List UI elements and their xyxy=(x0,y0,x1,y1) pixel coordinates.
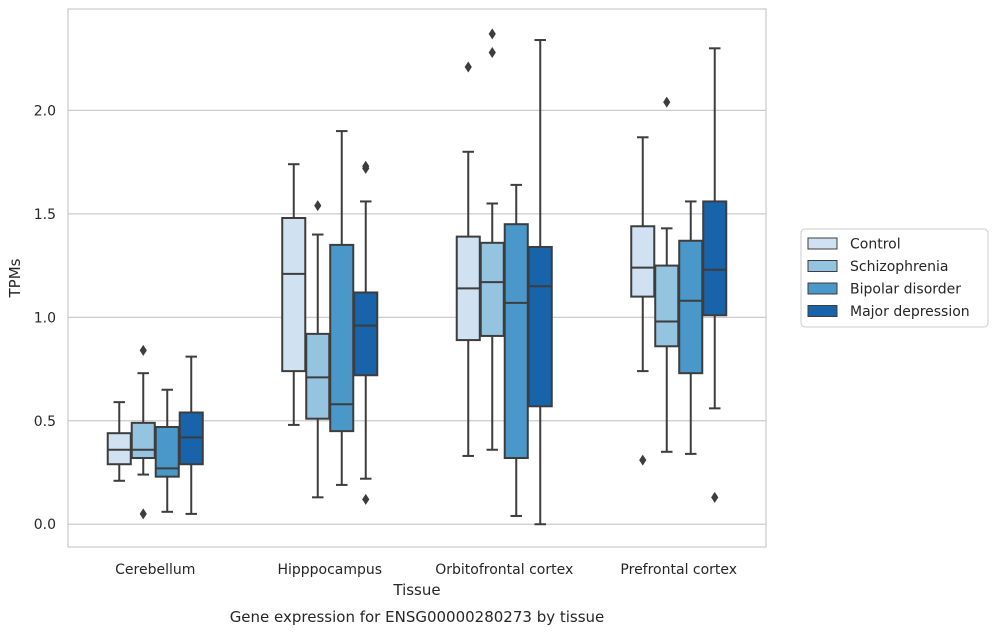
legend-swatch xyxy=(807,237,838,250)
box-body xyxy=(678,239,704,375)
box-control xyxy=(106,401,132,482)
x-axis-label: Tissue xyxy=(392,581,440,599)
y-tick-label: 0.5 xyxy=(34,414,56,430)
box-major-depression xyxy=(353,160,379,505)
y-tick-label: 1.5 xyxy=(34,207,56,223)
x-tick-label: Orbitofrontal cortex xyxy=(435,562,573,578)
outlier-point xyxy=(711,491,719,503)
box-schizophrenia xyxy=(654,96,680,453)
box-control xyxy=(281,163,307,426)
outlier-point xyxy=(362,493,370,505)
x-tick-label: Cerebellum xyxy=(115,562,195,578)
outlier-point xyxy=(314,200,322,212)
box-major-depression xyxy=(527,39,553,526)
legend-label: Major depression xyxy=(850,304,970,320)
box-bipolar-disorder xyxy=(678,200,704,455)
box-body xyxy=(329,243,355,433)
box-body xyxy=(527,245,553,408)
y-axis-label: TPMs xyxy=(6,258,24,298)
box-bipolar-disorder xyxy=(154,388,180,513)
box-body xyxy=(630,225,656,298)
outlier-point xyxy=(488,46,496,58)
box-body xyxy=(130,421,156,460)
box-body xyxy=(479,241,505,337)
outlier-point xyxy=(464,61,472,73)
outlier-point xyxy=(362,162,370,174)
box-bipolar-disorder xyxy=(503,183,529,517)
box-body xyxy=(503,223,529,460)
outlier-point xyxy=(663,96,671,108)
y-tick-label: 1.0 xyxy=(34,310,56,326)
x-tick-labels: Cerebellum Hipppocampus Orbitofrontal cort… xyxy=(115,562,737,578)
chart-caption: Gene expression for ENSG00000280273 by t… xyxy=(230,608,605,626)
y-tick-labels: 0.0 0.5 1.0 1.5 2.0 xyxy=(34,103,56,533)
legend-frame xyxy=(800,228,989,328)
outlier-point xyxy=(488,28,496,40)
box-major-depression xyxy=(702,47,728,503)
plot-frame xyxy=(67,8,767,548)
box-bipolar-disorder xyxy=(329,130,355,486)
legend-swatch xyxy=(807,260,838,272)
outlier-point xyxy=(139,344,147,356)
legend-swatch xyxy=(807,282,838,295)
box-body xyxy=(353,291,379,377)
legend-swatch xyxy=(807,305,838,317)
legend-label: Schizophrenia xyxy=(850,259,948,275)
legend-label: Control xyxy=(850,237,901,253)
box-major-depression xyxy=(178,355,204,515)
box-body xyxy=(654,264,680,348)
box-body xyxy=(305,332,331,420)
box-body xyxy=(702,200,728,317)
outlier-point xyxy=(139,508,147,520)
box-body xyxy=(178,411,204,466)
box-schizophrenia xyxy=(479,28,505,451)
box-body xyxy=(106,432,132,466)
box-plot-series xyxy=(106,28,728,526)
legend-label: Bipolar disorder xyxy=(850,282,961,298)
box-control xyxy=(630,136,656,466)
y-tick-label: 0.0 xyxy=(34,517,56,533)
legend: Control Schizophrenia Bipolar disorder Majo… xyxy=(800,228,989,328)
x-tick-label: Prefrontal cortex xyxy=(620,562,737,578)
box-control xyxy=(455,61,481,457)
y-tick-label: 2.0 xyxy=(34,103,56,119)
x-tick-label: Hipppocampus xyxy=(277,562,382,578)
box-schizophrenia xyxy=(130,344,156,520)
box-body xyxy=(281,216,307,373)
outlier-point xyxy=(639,454,647,466)
box-schizophrenia xyxy=(305,200,331,499)
